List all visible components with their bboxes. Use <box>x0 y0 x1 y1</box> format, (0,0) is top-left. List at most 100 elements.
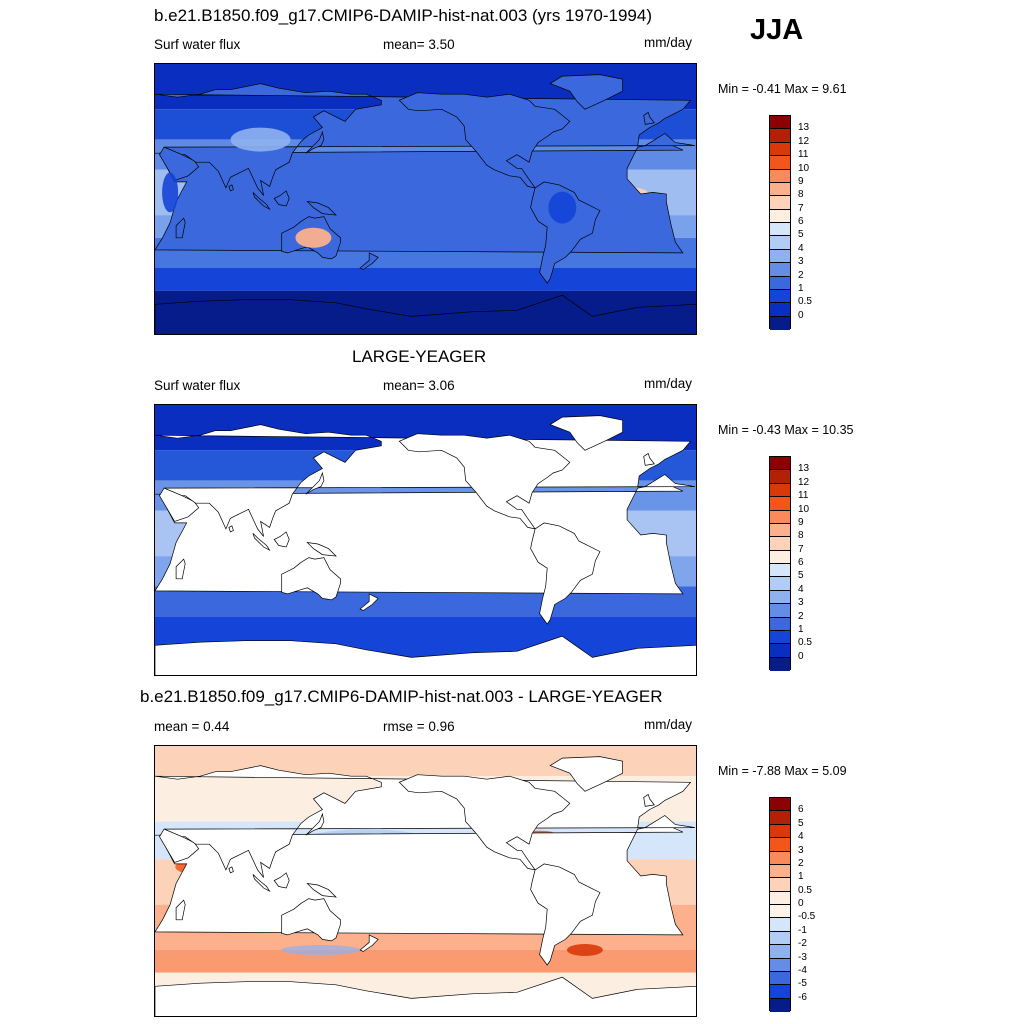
colorbar-swatch <box>770 289 790 304</box>
colorbar-tick-label: -4 <box>798 964 807 976</box>
colorbar-swatch <box>770 811 790 825</box>
colorbar-swatch <box>770 891 790 905</box>
colorbar-tick-label: 4 <box>798 242 804 254</box>
colorbar-swatch <box>770 129 790 143</box>
colorbar-tick-label: 0 <box>798 309 804 321</box>
colorbar-tick-label: 5 <box>798 229 804 241</box>
colorbar-tick-label: 7 <box>798 202 804 214</box>
colorbar-swatch <box>770 604 790 618</box>
colorbar-swatch <box>770 617 790 631</box>
colorbar-swatch <box>770 985 790 999</box>
colorbar-tick-label: 2 <box>798 857 804 869</box>
colorbar-tick-label: 9 <box>798 175 804 187</box>
colorbar-tick-label: 6 <box>798 557 804 568</box>
colorbar-swatch <box>770 182 790 197</box>
colorbar-tick-label: 1 <box>798 871 804 883</box>
colorbar-tick-label: 2 <box>798 269 804 281</box>
colorbar-swatch <box>770 457 790 471</box>
colorbar-swatch <box>770 878 790 892</box>
colorbar-swatch <box>770 537 790 551</box>
colorbar-swatch <box>770 483 790 498</box>
panel-1-mean: mean= 3.50 <box>383 37 455 52</box>
colorbar-swatch <box>770 156 790 170</box>
colorbar-swatch <box>770 998 790 1012</box>
panel-1-colorbar <box>769 115 791 330</box>
colorbar-tick-label: 4 <box>798 831 804 843</box>
colorbar-tick-label: 6 <box>798 804 804 816</box>
colorbar-tick-label: 0 <box>798 650 804 662</box>
colorbar-tick-label: 11 <box>798 490 809 502</box>
panel-2-units: mm/day <box>644 376 693 391</box>
panel-1-variable: Surf water flux <box>154 37 241 52</box>
colorbar-tick-label: -6 <box>798 991 807 1003</box>
colorbar-tick-label: 8 <box>798 530 804 542</box>
panel-3-rmse: rmse = 0.96 <box>383 719 455 734</box>
panel-2-map <box>154 404 697 676</box>
colorbar-tick-label: 3 <box>798 597 804 609</box>
colorbar-tick-label: 0.5 <box>798 296 812 308</box>
panel-2-title: LARGE-YEAGER <box>352 347 487 366</box>
panel-3-mean: mean = 0.44 <box>154 719 230 734</box>
colorbar-swatch <box>770 824 790 839</box>
colorbar-tick-label: -5 <box>798 978 807 990</box>
colorbar-swatch <box>770 577 790 591</box>
colorbar-swatch <box>770 958 790 972</box>
colorbar-tick-label: 2 <box>798 610 804 622</box>
colorbar-swatch <box>770 590 790 605</box>
colorbar-swatch <box>770 196 790 210</box>
colorbar-swatch <box>770 223 790 237</box>
panel-3-minmax: Min = -7.88 Max = 5.09 <box>718 764 847 778</box>
colorbar-swatch <box>770 657 790 671</box>
colorbar-swatch <box>770 971 790 986</box>
panel-2-minmax: Min = -0.43 Max = 10.35 <box>718 423 854 437</box>
colorbar-swatch <box>770 550 790 564</box>
colorbar-tick-label: 12 <box>798 135 810 147</box>
colorbar-swatch <box>770 510 790 524</box>
colorbar-swatch <box>770 798 790 812</box>
panel-3-units: mm/day <box>644 717 693 732</box>
colorbar-tick-label: 10 <box>798 162 810 174</box>
colorbar-tick-label: 9 <box>798 516 804 528</box>
panel-2-variable: Surf water flux <box>154 378 241 393</box>
colorbar-swatch <box>770 931 790 946</box>
colorbar-tick-label: 10 <box>798 503 810 515</box>
colorbar-swatch <box>770 116 790 130</box>
panel-3-map <box>154 745 697 1017</box>
colorbar-swatch <box>770 864 790 879</box>
colorbar-swatch <box>770 644 790 658</box>
colorbar-tick-label: 0.5 <box>798 884 812 896</box>
colorbar-tick-label: -0.5 <box>798 911 816 923</box>
colorbar-tick-label: 12 <box>798 476 810 488</box>
panel-2-mean: mean= 3.06 <box>383 378 455 393</box>
colorbar-tick-label: 4 <box>798 583 804 595</box>
colorbar-tick-label: 1 <box>798 282 804 294</box>
colorbar-tick-label: 13 <box>798 122 810 134</box>
colorbar-tick-label: 8 <box>798 189 804 201</box>
colorbar-swatch <box>770 169 790 183</box>
colorbar-swatch <box>770 142 790 157</box>
colorbar-tick-label: -2 <box>798 938 807 950</box>
colorbar-tick-label: 0.5 <box>798 637 812 649</box>
colorbar-tick-label: 13 <box>798 463 810 475</box>
colorbar-tick-label: 6 <box>798 216 804 227</box>
colorbar-swatch <box>770 838 790 852</box>
colorbar-tick-label: 3 <box>798 256 804 268</box>
panel-1-title: b.e21.B1850.f09_g17.CMIP6-DAMIP-hist-nat… <box>154 6 652 25</box>
colorbar-swatch <box>770 470 790 484</box>
colorbar-swatch <box>770 905 790 919</box>
colorbar-tick-label: 0 <box>798 898 804 909</box>
colorbar-swatch <box>770 276 790 290</box>
colorbar-tick-label: -1 <box>798 924 807 936</box>
colorbar-swatch <box>770 209 790 223</box>
colorbar-swatch <box>770 263 790 277</box>
colorbar-tick-label: 7 <box>798 543 804 555</box>
colorbar-swatch <box>770 236 790 250</box>
colorbar-tick-label: -3 <box>798 951 807 963</box>
colorbar-swatch <box>770 918 790 932</box>
colorbar-swatch <box>770 851 790 865</box>
colorbar-swatch <box>770 945 790 959</box>
season-label: JJA <box>750 14 804 46</box>
colorbar-tick-label: 11 <box>798 149 809 161</box>
panel-1-map <box>154 63 697 335</box>
colorbar-swatch <box>770 497 790 511</box>
